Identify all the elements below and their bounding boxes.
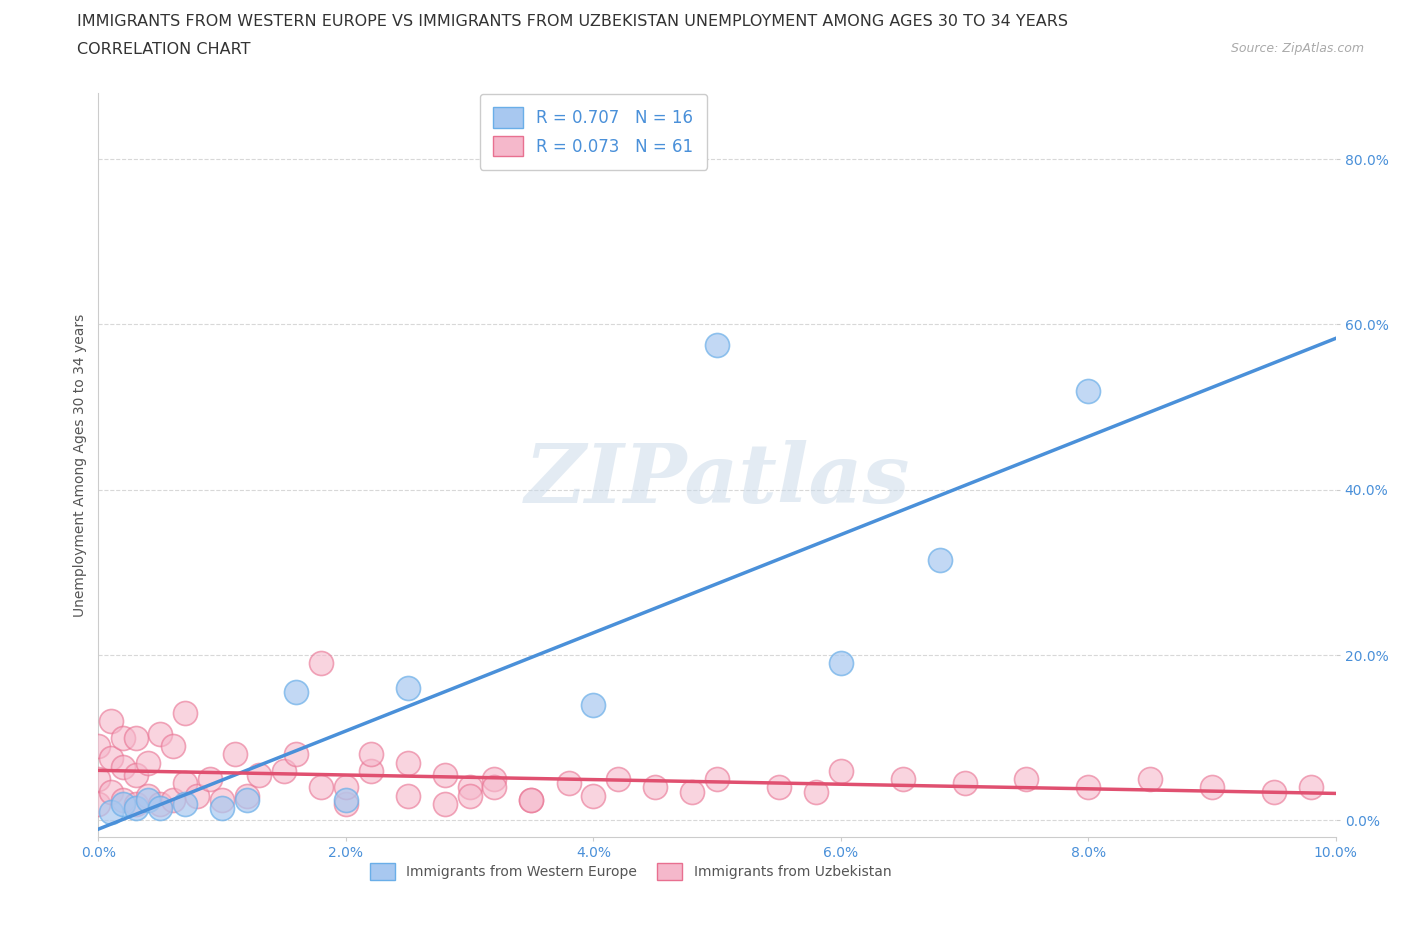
Point bbox=[186, 789, 208, 804]
Point bbox=[1299, 780, 1322, 795]
Point bbox=[273, 764, 295, 778]
Point bbox=[162, 738, 184, 753]
Point bbox=[830, 656, 852, 671]
Point bbox=[211, 801, 233, 816]
Point bbox=[87, 738, 110, 753]
Point bbox=[396, 755, 419, 770]
Point bbox=[149, 796, 172, 811]
Point bbox=[1263, 784, 1285, 799]
Point bbox=[830, 764, 852, 778]
Point bbox=[174, 796, 197, 811]
Point bbox=[309, 780, 332, 795]
Point bbox=[124, 730, 146, 745]
Point bbox=[335, 792, 357, 807]
Point bbox=[149, 801, 172, 816]
Point bbox=[100, 714, 122, 729]
Point bbox=[804, 784, 827, 799]
Point bbox=[557, 776, 579, 790]
Text: Source: ZipAtlas.com: Source: ZipAtlas.com bbox=[1230, 42, 1364, 55]
Point bbox=[174, 706, 197, 721]
Point bbox=[87, 772, 110, 787]
Point bbox=[768, 780, 790, 795]
Point bbox=[484, 772, 506, 787]
Point bbox=[928, 552, 950, 567]
Point bbox=[247, 767, 270, 782]
Point bbox=[124, 796, 146, 811]
Point bbox=[607, 772, 630, 787]
Point bbox=[100, 784, 122, 799]
Point bbox=[136, 792, 159, 807]
Point bbox=[433, 767, 456, 782]
Point bbox=[149, 726, 172, 741]
Point bbox=[124, 767, 146, 782]
Text: ZIPatlas: ZIPatlas bbox=[524, 440, 910, 520]
Point bbox=[360, 764, 382, 778]
Point bbox=[285, 747, 308, 762]
Point bbox=[520, 792, 543, 807]
Point bbox=[681, 784, 703, 799]
Point bbox=[136, 755, 159, 770]
Point bbox=[335, 796, 357, 811]
Point bbox=[224, 747, 246, 762]
Point bbox=[1077, 780, 1099, 795]
Point bbox=[484, 780, 506, 795]
Legend: Immigrants from Western Europe, Immigrants from Uzbekistan: Immigrants from Western Europe, Immigran… bbox=[364, 857, 897, 886]
Point bbox=[112, 792, 135, 807]
Point bbox=[582, 698, 605, 712]
Point bbox=[236, 792, 259, 807]
Point bbox=[891, 772, 914, 787]
Point bbox=[236, 789, 259, 804]
Point bbox=[458, 789, 481, 804]
Point bbox=[396, 789, 419, 804]
Point bbox=[174, 776, 197, 790]
Point bbox=[360, 747, 382, 762]
Point bbox=[87, 796, 110, 811]
Point bbox=[953, 776, 976, 790]
Point bbox=[1139, 772, 1161, 787]
Point bbox=[458, 780, 481, 795]
Point bbox=[198, 772, 221, 787]
Point bbox=[433, 796, 456, 811]
Point bbox=[1201, 780, 1223, 795]
Text: CORRELATION CHART: CORRELATION CHART bbox=[77, 42, 250, 57]
Point bbox=[124, 801, 146, 816]
Point bbox=[1015, 772, 1038, 787]
Point bbox=[100, 751, 122, 766]
Point bbox=[335, 780, 357, 795]
Point bbox=[211, 792, 233, 807]
Point bbox=[112, 730, 135, 745]
Point bbox=[706, 772, 728, 787]
Y-axis label: Unemployment Among Ages 30 to 34 years: Unemployment Among Ages 30 to 34 years bbox=[73, 313, 87, 617]
Point bbox=[162, 792, 184, 807]
Point bbox=[100, 804, 122, 819]
Point bbox=[285, 684, 308, 699]
Point bbox=[706, 338, 728, 352]
Point bbox=[112, 796, 135, 811]
Point bbox=[136, 789, 159, 804]
Point bbox=[582, 789, 605, 804]
Point bbox=[309, 656, 332, 671]
Point bbox=[396, 681, 419, 696]
Point bbox=[520, 792, 543, 807]
Point bbox=[1077, 383, 1099, 398]
Point bbox=[112, 759, 135, 774]
Point bbox=[644, 780, 666, 795]
Text: IMMIGRANTS FROM WESTERN EUROPE VS IMMIGRANTS FROM UZBEKISTAN UNEMPLOYMENT AMONG : IMMIGRANTS FROM WESTERN EUROPE VS IMMIGR… bbox=[77, 14, 1069, 29]
